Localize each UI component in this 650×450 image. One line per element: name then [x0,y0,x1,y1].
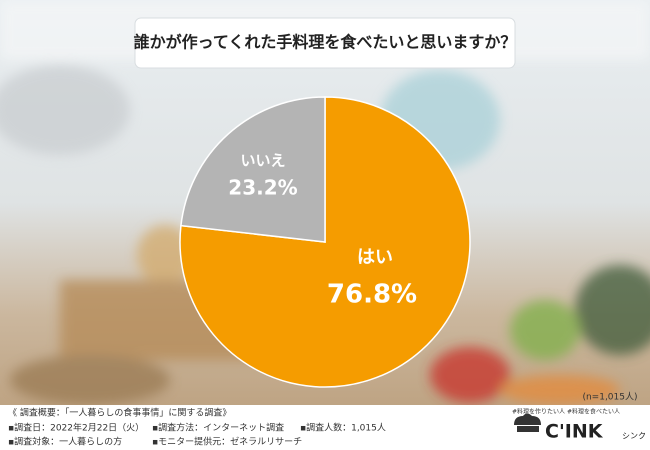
survey-item: ▪調査日：2022年2月22日（火） [8,422,144,434]
logo-tagline: #料理を作りたい人 #料理を食べたい人 [512,408,620,416]
value-label: 23.2% [228,176,297,200]
logo-name: C'INK [545,421,604,443]
pie-slice [180,96,326,243]
survey-item: ▪調査方法：インターネット調査 [152,422,284,434]
pie [179,96,471,388]
slice-label: いいえ [240,152,285,170]
survey-item: ▪調査人数：1,015人 [300,422,386,434]
survey-heading: 《 調査概要：「一人暮らしの食事事情」に関する調査》 [8,407,231,419]
slice-label: はい [357,247,393,268]
logo-icon [514,413,541,432]
sample-note: (n=1,015人) [582,392,637,403]
survey-item: ▪調査対象：一人暮らしの方 [8,436,122,448]
survey-item: ▪モニター提供元：ゼネラルリサーチ [152,436,302,448]
footer [0,405,650,450]
value-label: 76.8% [327,280,417,310]
chart-title: 誰かが作ってくれた手料理を食べたいと思いますか？ [134,33,517,52]
title-box [134,17,516,69]
logo-sub: シンク [622,432,646,441]
